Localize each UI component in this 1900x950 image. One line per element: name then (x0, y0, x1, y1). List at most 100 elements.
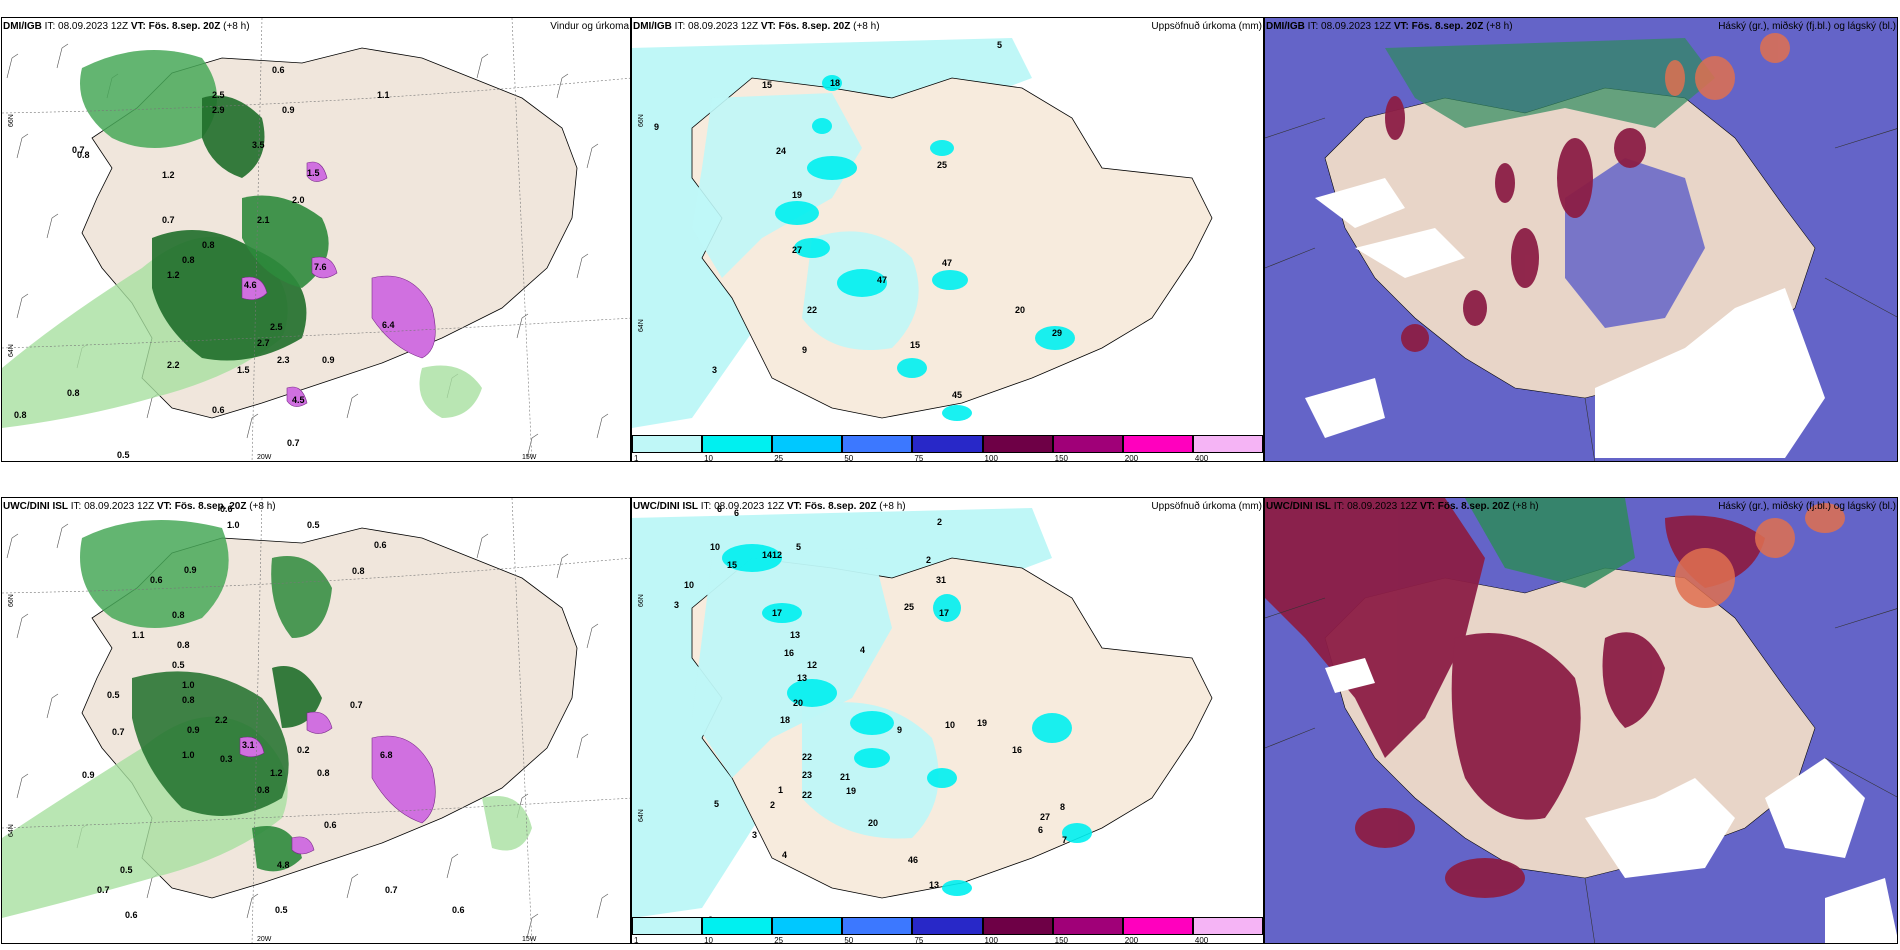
precip-green-layer (2, 50, 482, 428)
svg-text:0.7: 0.7 (162, 215, 175, 225)
svg-text:7.6: 7.6 (314, 262, 327, 272)
wind-header-top: DMI/IGB IT: 08.09.2023 12Z VT: Fös. 8.se… (1, 19, 631, 33)
svg-text:0.6: 0.6 (150, 575, 163, 585)
svg-text:1.1: 1.1 (377, 90, 390, 100)
lead-time: (+8 h) (1512, 501, 1539, 512)
svg-text:22: 22 (807, 305, 817, 315)
valid-time: VT: Fös. 8.sep. 20Z (786, 501, 877, 512)
accum-value-labels: 6 6 5 2 2 3 10 15 12 17 10 14 13 16 20 1… (674, 504, 1067, 925)
svg-text:27: 27 (1040, 812, 1050, 822)
colorbar-swatch (1192, 435, 1263, 453)
svg-text:15: 15 (762, 80, 772, 90)
colorbar-swatch (1122, 917, 1193, 935)
svg-text:22: 22 (802, 752, 812, 762)
colorbar-tick-label: 200 (1124, 936, 1139, 944)
wind-value-labels: 0.6 1.0 0.5 0.6 0.8 0.6 0.8 0.9 1.1 0.8 … (82, 504, 465, 920)
svg-text:0.8: 0.8 (14, 410, 27, 420)
lat-label-66: 66N (8, 114, 15, 127)
colorbar-swatch (842, 917, 913, 935)
model-name: UWC/DINI ISL (633, 501, 698, 512)
colorbar-swatch (842, 435, 913, 453)
svg-text:16: 16 (1012, 745, 1022, 755)
svg-text:0.5: 0.5 (307, 520, 320, 530)
svg-text:2: 2 (770, 800, 775, 810)
svg-text:19: 19 (792, 190, 802, 200)
lat-label-64: 64N (638, 809, 645, 822)
svg-text:5: 5 (796, 542, 801, 552)
colorbar-swatch (1122, 435, 1193, 453)
accum-precip-map-bottom: 66N 64N 6 6 5 2 2 3 10 15 12 17 10 14 13… (632, 498, 1263, 943)
lon-label-20w: 20W (257, 454, 272, 461)
svg-text:13: 13 (929, 880, 939, 890)
svg-text:13: 13 (790, 630, 800, 640)
svg-text:6: 6 (734, 508, 739, 518)
lat-label-66: 66N (638, 594, 645, 607)
svg-text:1.0: 1.0 (227, 520, 240, 530)
cloud-header-top: DMI/IGB IT: 08.09.2023 12Z VT: Fös. 8.se… (1264, 19, 1898, 33)
lat-label-66: 66N (638, 114, 645, 127)
panel-title: Vindur og úrkoma (550, 21, 629, 32)
lon-label-20w: 20W (257, 936, 272, 943)
colorbar-tick-label: 200 (1124, 454, 1139, 462)
svg-text:1.2: 1.2 (162, 170, 175, 180)
svg-text:0.6: 0.6 (272, 65, 285, 75)
svg-text:0.8: 0.8 (182, 255, 195, 265)
svg-text:22: 22 (802, 790, 812, 800)
colorbar-top: 1 10 25 50 75 100 150 200 400 (632, 435, 1263, 461)
svg-text:24: 24 (776, 146, 786, 156)
colorbar-swatch (702, 435, 773, 453)
valid-time: VT: Fös. 8.sep. 20Z (130, 21, 221, 32)
svg-text:25: 25 (904, 602, 914, 612)
svg-text:4.5: 4.5 (292, 395, 305, 405)
svg-text:0.9: 0.9 (282, 105, 295, 115)
panel-title: Uppsöfnuð úrkoma (mm) (1151, 21, 1262, 32)
svg-text:2.2: 2.2 (167, 360, 180, 370)
svg-text:2: 2 (937, 517, 942, 527)
svg-text:2.5: 2.5 (212, 90, 225, 100)
wind-precip-map-top: 66N 64N 20W 15W 0.8 0.6 0.7 1.1 1.2 2.9 … (2, 18, 630, 461)
lead-time: (+8 h) (223, 21, 250, 32)
colorbar-tick-label: 100 (984, 936, 998, 944)
svg-text:2.0: 2.0 (292, 195, 305, 205)
colorbar-swatch (982, 435, 1053, 453)
lat-label-64: 64N (8, 344, 15, 357)
svg-text:0.6: 0.6 (324, 820, 337, 830)
svg-text:1.0: 1.0 (182, 680, 195, 690)
colorbar-tick-label: 25 (774, 454, 784, 462)
svg-text:0.8: 0.8 (257, 785, 270, 795)
svg-text:19: 19 (977, 718, 987, 728)
svg-text:4: 4 (860, 645, 865, 655)
lead-time: (+8 h) (1486, 21, 1513, 32)
svg-text:6: 6 (1038, 825, 1043, 835)
svg-text:0.8: 0.8 (177, 640, 190, 650)
svg-text:2.2: 2.2 (215, 715, 228, 725)
svg-text:31: 31 (936, 575, 946, 585)
valid-time: VT: Fös. 8.sep. 20Z (1393, 21, 1484, 32)
svg-text:0.8: 0.8 (67, 388, 80, 398)
accum-value-labels: 18 15 24 19 27 47 47 22 25 20 9 3 9 15 4… (654, 40, 1062, 400)
cloud-panel-top (1264, 17, 1898, 462)
colorbar-bottom: 1 10 25 50 75 100 150 200 400 (632, 917, 1263, 943)
lat-label-64: 64N (638, 319, 645, 332)
colorbar-swatch (1192, 917, 1263, 935)
wind-precip-panel-bottom: 66N 64N 20W 15W 0.6 1.0 0.5 0.6 0.8 0.6 … (1, 497, 631, 944)
colorbar-tick-label: 75 (914, 936, 924, 944)
panel-title: Háský (gr.), miðský (fj.bl.) og lágský (… (1718, 501, 1896, 512)
colorbar-tick-label: 400 (1194, 454, 1209, 462)
colorbar-tick-label: 400 (1194, 936, 1209, 944)
svg-text:13: 13 (797, 673, 807, 683)
svg-text:47: 47 (942, 258, 952, 268)
cloud-header-bottom: UWC/DINI ISL IT: 08.09.2023 12Z VT: Fös.… (1264, 499, 1898, 513)
svg-text:1.2: 1.2 (167, 270, 180, 280)
svg-text:25: 25 (937, 160, 947, 170)
svg-text:0.9: 0.9 (184, 565, 197, 575)
svg-text:9: 9 (802, 345, 807, 355)
colorbar-swatch (702, 917, 773, 935)
svg-text:10: 10 (945, 720, 955, 730)
svg-text:46: 46 (908, 855, 918, 865)
svg-text:0.6: 0.6 (452, 905, 465, 915)
gridlines (1265, 117, 1897, 461)
svg-text:5: 5 (714, 799, 719, 809)
colorbar-tick-label: 100 (984, 454, 998, 462)
lead-time: (+8 h) (853, 21, 880, 32)
